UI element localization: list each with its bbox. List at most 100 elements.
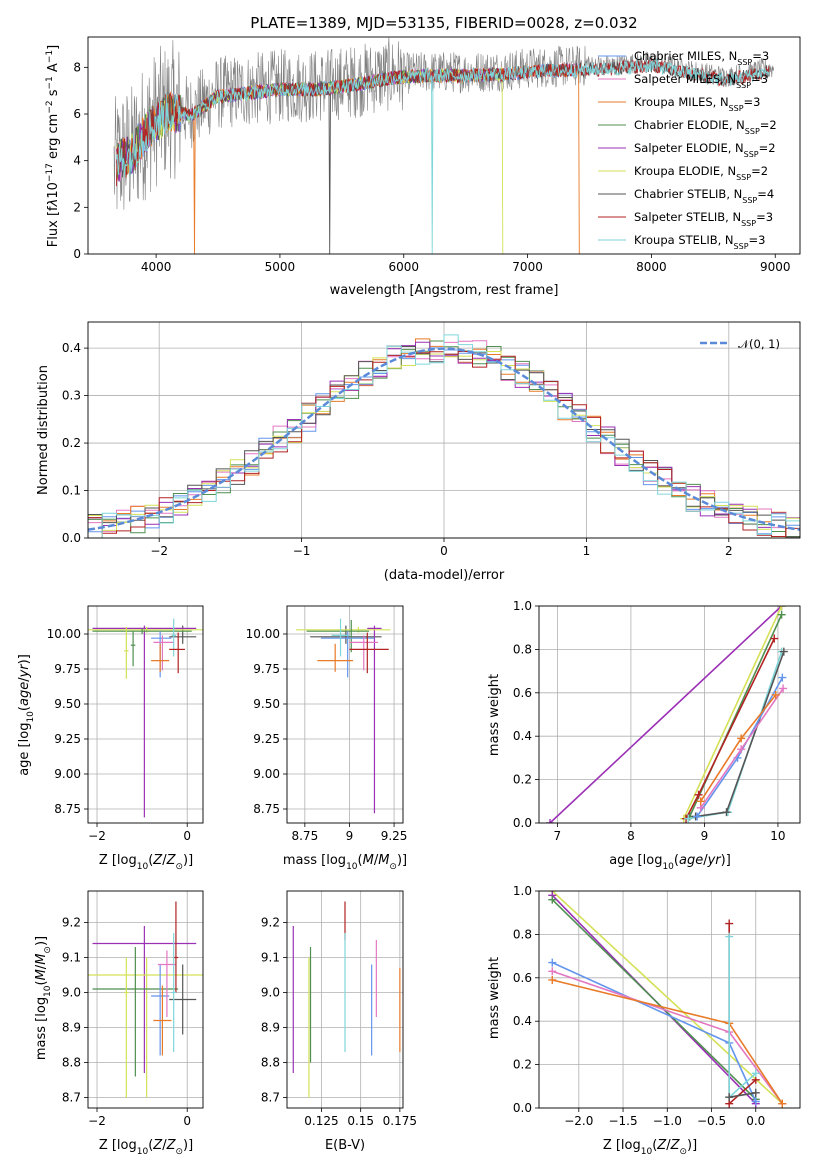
y-tick-label: 0.2 bbox=[513, 1058, 532, 1072]
y-tick-label: 8.8 bbox=[261, 1056, 280, 1070]
x-tick-label: 0.0 bbox=[746, 1114, 765, 1128]
x-tick-label: −2 bbox=[88, 829, 106, 843]
weight-marker-kroupa_stelib bbox=[751, 1069, 760, 1078]
weight-marker-chabrier_miles bbox=[778, 673, 787, 682]
y-tick-label: 9.50 bbox=[253, 697, 280, 711]
y-tick-label: 1.0 bbox=[513, 599, 532, 613]
y-tick-label: 8.9 bbox=[62, 1021, 81, 1035]
residuals-xlabel: (data-model)/error bbox=[384, 568, 505, 583]
y-tick-label: 8.7 bbox=[261, 1091, 280, 1105]
spectrum-title: PLATE=1389, MJD=53135, FIBERID=0028, z=0… bbox=[250, 14, 637, 32]
x-tick-label: −2 bbox=[88, 1114, 106, 1128]
mass-z-xlabel: Z [log10(Z/Z⊙)] bbox=[99, 1138, 193, 1157]
weight-line-chabrier_stelib bbox=[695, 651, 785, 818]
x-tick-label: 0.15 bbox=[347, 1114, 374, 1128]
age_vs_mass-axes: 8.75 9 9.25 8.75 9.00 9.25 9.50 9.75 10.00 bbox=[246, 606, 408, 843]
weight-marker-chabrier_stelib bbox=[722, 808, 731, 817]
x-tick-label: 9.25 bbox=[381, 829, 408, 843]
legend-label-chabrier_miles: Chabrier MILES, NSSP=3 bbox=[634, 49, 769, 67]
plot-frame bbox=[538, 890, 801, 1109]
legend-label-salpeter_elodie: Salpeter ELODIE, NSSP=2 bbox=[634, 141, 776, 159]
y-tick-label: 9.50 bbox=[54, 697, 81, 711]
weight-line-chabrier_stelib bbox=[729, 1092, 756, 1098]
y-tick-label: 0.1 bbox=[62, 484, 81, 498]
weight-line-chabrier_elodie bbox=[551, 899, 757, 1100]
x-tick-label: 8000 bbox=[636, 260, 667, 274]
weight-marker-salpeter_miles bbox=[737, 745, 746, 754]
x-tick-label: 8 bbox=[627, 829, 635, 843]
legend-label-kroupa_stelib: Kroupa STELIB, NSSP=3 bbox=[634, 233, 765, 251]
age-z-ylabel: age [log10(age/yr)] bbox=[17, 654, 36, 776]
x-tick-label: 6000 bbox=[388, 260, 419, 274]
model-spectrum-kroupa_stelib bbox=[116, 57, 770, 254]
age_vs_Z-axes: −2 0 8.75 9.00 9.25 9.50 9.75 10.00 bbox=[47, 606, 203, 843]
y-tick-label: 9.0 bbox=[261, 986, 280, 1000]
y-tick-label: 0.4 bbox=[513, 729, 532, 743]
y-tick-label: 0.2 bbox=[513, 773, 532, 787]
weight_vs_age-series bbox=[546, 606, 788, 823]
weight-marker-chabrier_stelib bbox=[725, 1093, 734, 1102]
weight-line-salpeter_stelib bbox=[685, 638, 776, 820]
y-tick-label: 9.0 bbox=[62, 986, 81, 1000]
residual-series bbox=[88, 334, 800, 538]
y-tick-label: 9.2 bbox=[62, 916, 81, 930]
y-tick-label: 0.6 bbox=[513, 686, 532, 700]
legend-label-chabrier_stelib: Chabrier STELIB, NSSP=4 bbox=[634, 187, 774, 205]
y-tick-label: 0.4 bbox=[62, 341, 81, 355]
mass_vs_Z-axes: −2 0 8.7 8.8 8.9 9.0 9.1 9.2 bbox=[62, 891, 203, 1128]
y-tick-label: 9.75 bbox=[54, 662, 81, 676]
mass_vs_Z-series bbox=[88, 901, 203, 1098]
y-tick-label: 9.25 bbox=[253, 732, 280, 746]
plot-frame bbox=[286, 890, 404, 1109]
weight-marker-kroupa_miles bbox=[778, 1099, 787, 1108]
legend-label-salpeter_miles: Salpeter MILES, NSSP=3 bbox=[634, 72, 768, 90]
y-tick-label: 0.6 bbox=[513, 971, 532, 985]
plot-frame bbox=[87, 321, 801, 539]
y-tick-label: 8.7 bbox=[62, 1091, 81, 1105]
spectrum-ylabel: Flux [fλ10−17 erg cm−2 s−1 A−1] bbox=[45, 45, 61, 247]
weight-marker-kroupa_stelib bbox=[725, 932, 734, 941]
weight-marker-salpeter_stelib bbox=[725, 919, 734, 928]
x-tick-label: −0.5 bbox=[697, 1114, 726, 1128]
legend-label-chabrier_elodie: Chabrier ELODIE, NSSP=2 bbox=[634, 118, 777, 136]
weight-age-ylabel: mass weight bbox=[487, 674, 502, 756]
spectrum-axes: 4000 5000 6000 7000 8000 9000 0 2 4 6 8 bbox=[73, 60, 790, 274]
weight-marker-chabrier_miles bbox=[751, 1097, 760, 1106]
y-tick-label: 9.00 bbox=[54, 767, 81, 781]
y-tick-label: 9.25 bbox=[54, 732, 81, 746]
y-tick-label: 8.8 bbox=[62, 1056, 81, 1070]
y-tick-label: 0.0 bbox=[513, 816, 532, 830]
y-tick-label: 0.0 bbox=[62, 531, 81, 545]
weight-marker-kroupa_stelib bbox=[684, 814, 693, 823]
weight-marker-kroupa_miles bbox=[771, 690, 780, 699]
age_vs_Z-series bbox=[88, 618, 203, 818]
plot-frame bbox=[286, 605, 404, 824]
weight-marker-salpeter_miles bbox=[779, 684, 788, 693]
y-tick-label: 10.00 bbox=[47, 627, 81, 641]
weight_vs_Z-series bbox=[548, 891, 787, 1108]
x-tick-label: −2.0 bbox=[564, 1114, 593, 1128]
y-tick-label: 0.3 bbox=[62, 389, 81, 403]
x-tick-label: 0.125 bbox=[304, 1114, 338, 1128]
y-tick-label: 8 bbox=[73, 60, 81, 74]
weight-line-kroupa_elodie bbox=[551, 891, 783, 1105]
y-tick-label: 9.00 bbox=[253, 767, 280, 781]
weight-marker-chabrier_miles bbox=[693, 812, 702, 821]
x-tick-label: 8.75 bbox=[291, 829, 318, 843]
weight-marker-chabrier_miles bbox=[548, 958, 557, 967]
residuals-ylabel: Normed distribution bbox=[36, 365, 51, 495]
y-tick-label: 2 bbox=[73, 200, 81, 214]
weight-z-ylabel: mass weight bbox=[487, 957, 502, 1039]
age-mass-xlabel: mass [log10(M/M⊙)] bbox=[283, 853, 407, 872]
weight-marker-chabrier_stelib bbox=[751, 1088, 760, 1097]
weight-marker-salpeter_stelib bbox=[694, 790, 703, 799]
x-tick-label: 0.175 bbox=[383, 1114, 417, 1128]
plot-frame bbox=[87, 605, 204, 824]
x-tick-label: 1 bbox=[583, 544, 591, 558]
spectrum-series bbox=[113, 37, 774, 254]
y-tick-label: 9.75 bbox=[253, 662, 280, 676]
y-tick-label: 0.8 bbox=[513, 927, 532, 941]
plot-frame bbox=[538, 605, 801, 824]
